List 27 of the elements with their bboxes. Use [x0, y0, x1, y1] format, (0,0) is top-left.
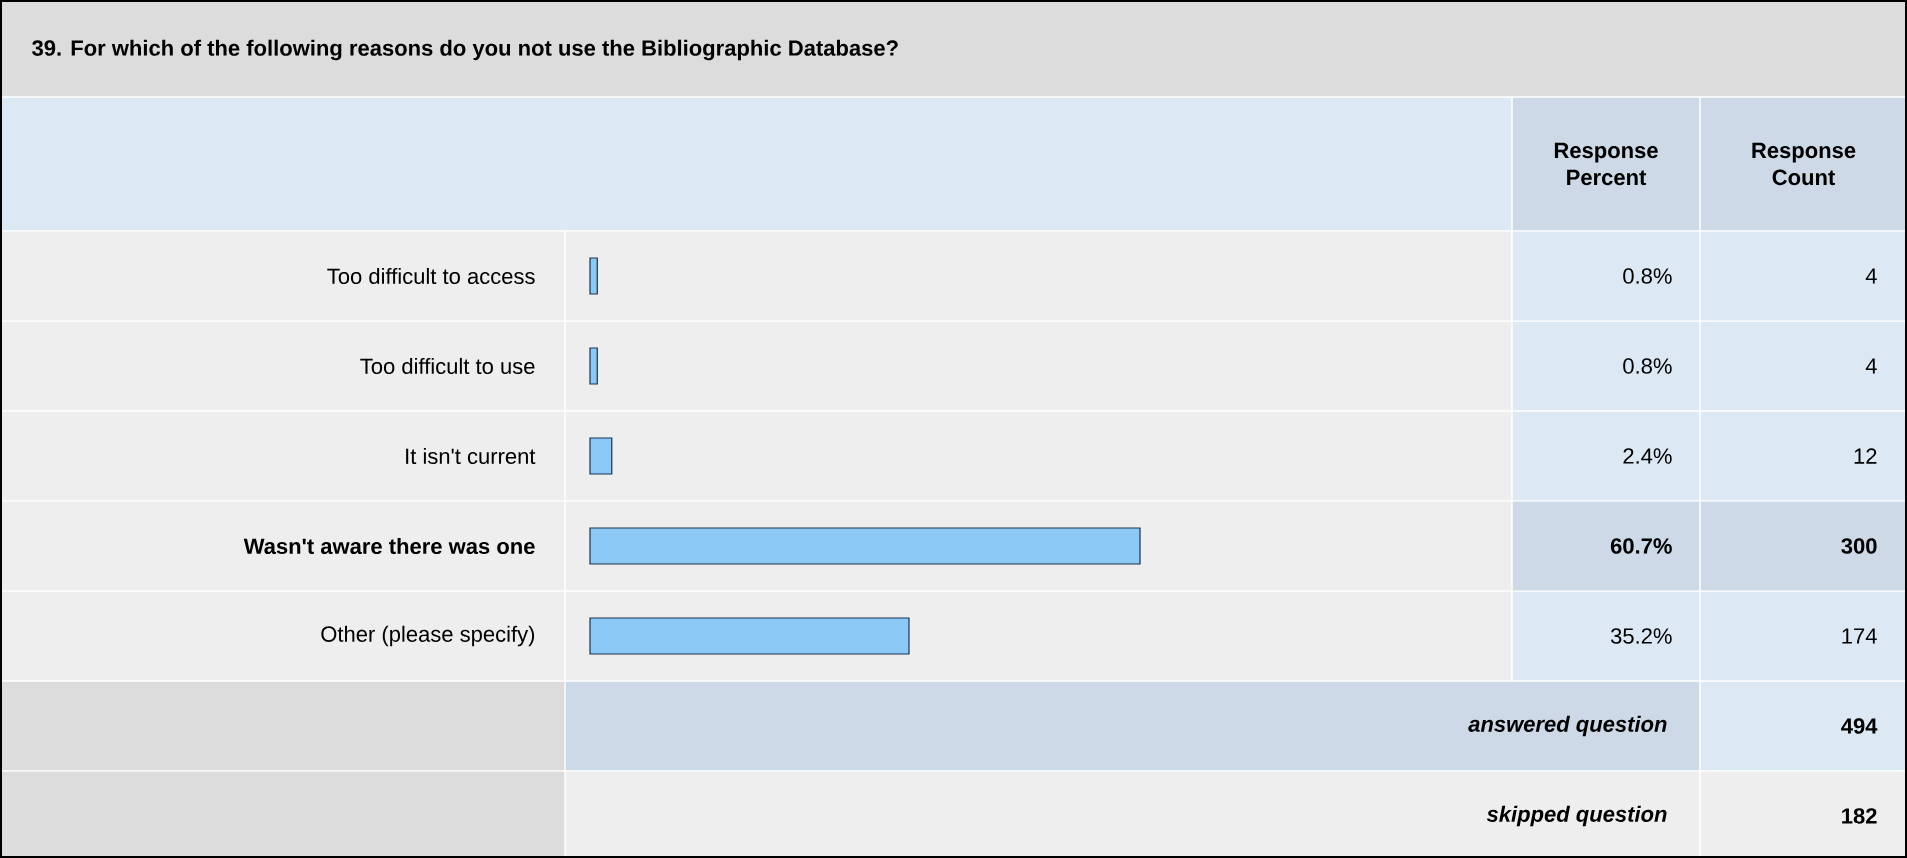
- text: 4: [1865, 268, 1877, 284]
- data-label: 0.8%: [1623, 358, 1672, 374]
- y-tick-label: Wasn't aware there was one: [243, 537, 535, 555]
- bar: [589, 617, 910, 655]
- bar: [589, 437, 613, 475]
- text: Response Percent: [1554, 142, 1658, 186]
- text: Response Count: [1752, 142, 1856, 186]
- text: 300: [1841, 538, 1877, 554]
- chart-title: 39. For which of the following reasons do you not use the Bibliographic Database?: [32, 39, 898, 61]
- data-label: 60.7%: [1610, 538, 1672, 554]
- text: 4: [1865, 358, 1877, 374]
- text: 12: [1854, 448, 1877, 464]
- y-tick-label: Other (please specify): [321, 625, 535, 647]
- y-tick-label: Too difficult to access: [327, 267, 535, 285]
- data-label: 35.2%: [1610, 628, 1672, 644]
- data-label: 2.4%: [1623, 448, 1672, 464]
- text: 174: [1842, 628, 1877, 644]
- text: 494: [1841, 718, 1878, 734]
- text: 182: [1842, 808, 1877, 824]
- bar: [589, 257, 598, 295]
- bar: [589, 347, 598, 385]
- bar: [589, 527, 1141, 565]
- data-label: 0.8%: [1623, 268, 1672, 284]
- text: skipped question: [1486, 805, 1667, 827]
- y-tick-label: Too difficult to use: [360, 357, 535, 375]
- text: answered question: [1468, 715, 1667, 737]
- y-tick-label: It isn't current: [406, 447, 536, 465]
